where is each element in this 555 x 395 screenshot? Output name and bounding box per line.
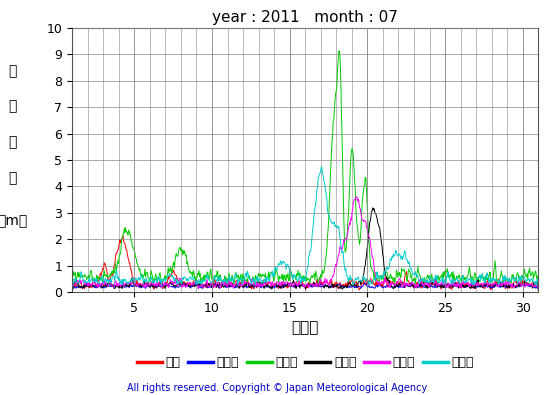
Line: 石廀崎: 石廀崎 <box>72 51 538 288</box>
石廀崎 <box>285 278 292 283</box>
福江島 <box>268 284 274 288</box>
佐多岸 <box>415 278 422 283</box>
佐多岸 <box>535 282 542 286</box>
松前 <box>535 284 542 289</box>
Line: 江ノ島: 江ノ島 <box>72 283 538 290</box>
江ノ島 <box>69 287 75 292</box>
佐多岸 <box>69 286 75 290</box>
江ノ島 <box>70 285 77 290</box>
佐多岸 <box>318 165 325 169</box>
松前 <box>286 281 292 286</box>
石廀崎 <box>70 273 77 278</box>
石廀崎 <box>404 280 411 284</box>
江ノ島 <box>404 283 411 288</box>
経ヶ岸 <box>405 281 411 286</box>
江ノ島 <box>179 281 186 286</box>
松前 <box>416 283 422 288</box>
江ノ島 <box>134 283 141 288</box>
福江島 <box>134 284 141 288</box>
経ヶ岸 <box>69 287 76 292</box>
江ノ島 <box>269 285 275 290</box>
松前 <box>269 283 275 288</box>
石廀崎 <box>134 261 141 265</box>
佐多岸 <box>70 276 77 281</box>
経ヶ岸 <box>69 286 75 291</box>
経ヶ岸 <box>286 281 292 286</box>
石廀崎 <box>69 286 75 291</box>
Line: 佐多岸: 佐多岸 <box>72 167 538 288</box>
Title: year : 2011   month : 07: year : 2011 month : 07 <box>213 10 398 25</box>
経ヶ岸 <box>535 286 542 290</box>
福江島 <box>535 287 542 292</box>
佐多岸 <box>404 257 411 262</box>
Text: 高: 高 <box>8 171 17 185</box>
松前 <box>356 288 363 292</box>
福江島 <box>415 284 422 289</box>
Text: 波: 波 <box>8 135 17 149</box>
X-axis label: （日）: （日） <box>291 321 319 336</box>
Legend: 松前, 江ノ島, 石廀崎, 経ヶ岸, 福江島, 佐多岸: 松前, 江ノ島, 石廀崎, 経ヶ岸, 福江島, 佐多岸 <box>132 352 479 374</box>
松前 <box>70 281 77 286</box>
Text: 有: 有 <box>8 64 17 78</box>
江ノ島 <box>535 288 542 292</box>
石廀崎 <box>535 282 542 287</box>
経ヶ岸 <box>269 284 275 289</box>
江ノ島 <box>415 284 422 289</box>
経ヶ岸 <box>135 282 142 286</box>
佐多岸 <box>134 278 141 283</box>
経ヶ岸 <box>416 283 422 288</box>
佐多岸 <box>268 272 274 277</box>
松前 <box>405 278 411 282</box>
Line: 経ヶ岸: 経ヶ岸 <box>72 208 538 290</box>
Text: （m）: （m） <box>0 214 27 228</box>
Text: 義: 義 <box>8 100 17 114</box>
Line: 松前: 松前 <box>72 236 538 290</box>
松前 <box>135 280 142 285</box>
経ヶ岸 <box>370 205 376 210</box>
福江島 <box>353 194 360 199</box>
石廀崎 <box>335 49 342 53</box>
Line: 福江島: 福江島 <box>72 197 538 289</box>
福江島 <box>285 283 292 288</box>
福江島 <box>70 284 77 288</box>
福江島 <box>69 284 75 289</box>
江ノ島 <box>286 284 292 288</box>
経ヶ岸 <box>72 282 78 287</box>
佐多岸 <box>285 265 292 269</box>
松前 <box>69 287 75 292</box>
石廀崎 <box>415 270 422 275</box>
福江島 <box>404 283 411 288</box>
Text: All rights reserved. Copyright © Japan Meteorological Agency: All rights reserved. Copyright © Japan M… <box>128 383 427 393</box>
石廀崎 <box>268 270 274 275</box>
松前 <box>120 234 127 239</box>
